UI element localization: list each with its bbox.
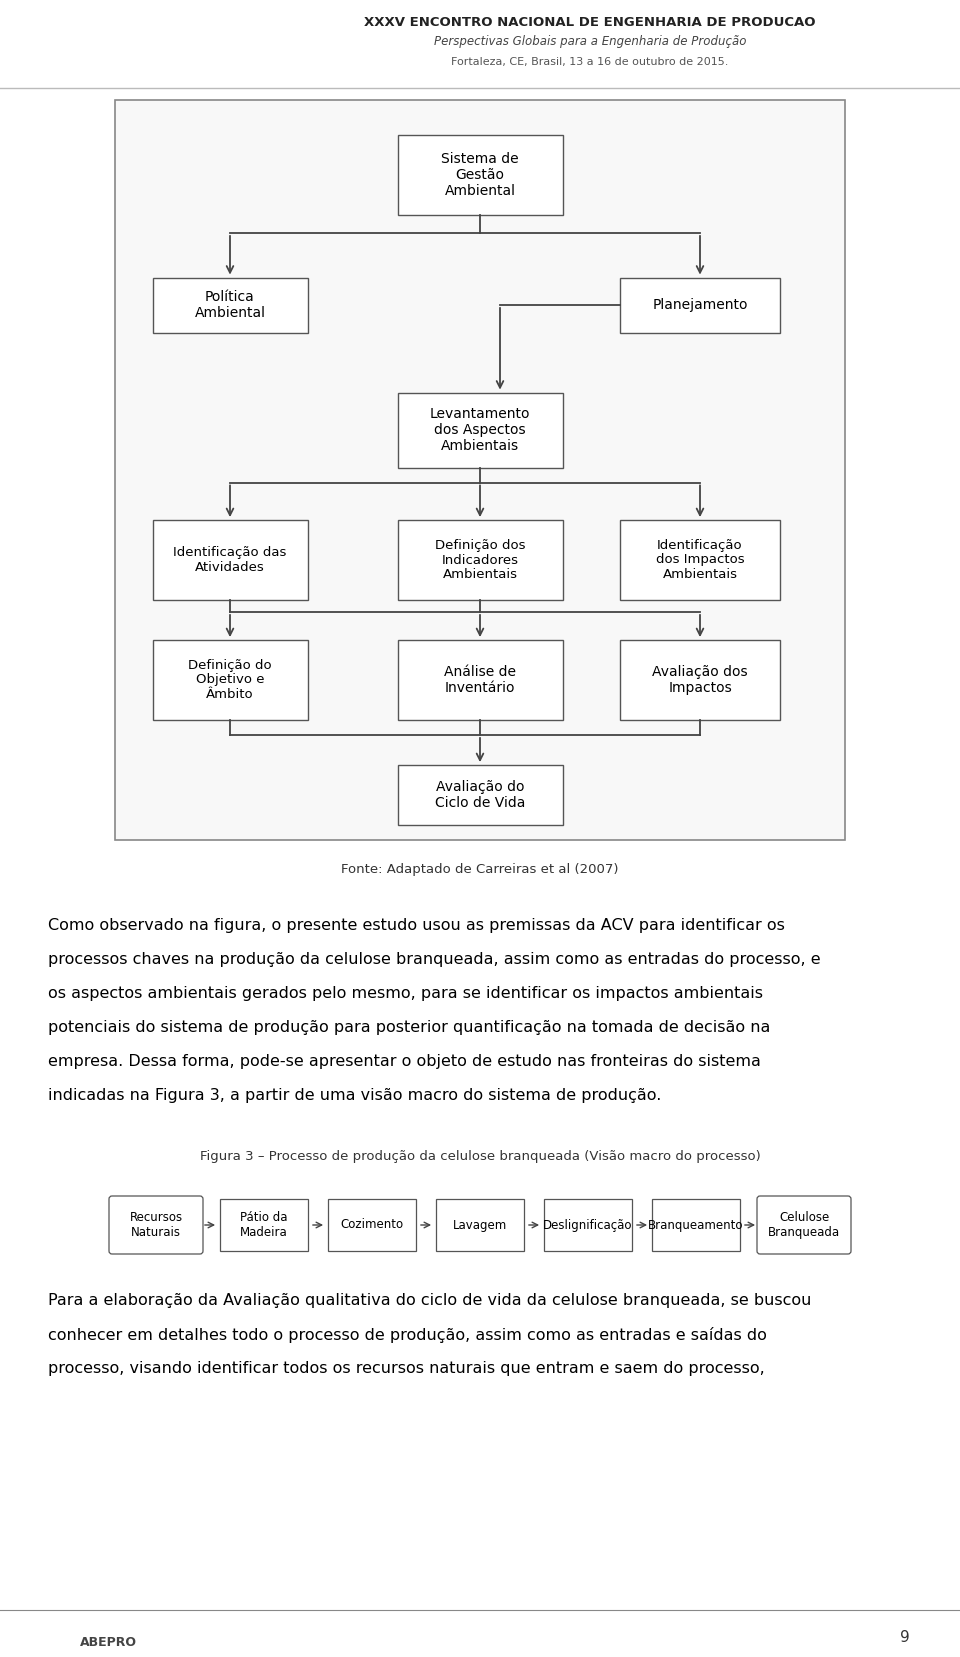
FancyBboxPatch shape: [397, 640, 563, 721]
Text: Política
Ambiental: Política Ambiental: [195, 290, 266, 320]
Text: 9: 9: [900, 1630, 910, 1645]
Text: Levantamento
dos Aspectos
Ambientais: Levantamento dos Aspectos Ambientais: [430, 408, 530, 454]
FancyBboxPatch shape: [220, 1200, 308, 1251]
Text: Fortaleza, CE, Brasil, 13 a 16 de outubro de 2015.: Fortaleza, CE, Brasil, 13 a 16 de outubr…: [451, 56, 729, 66]
Bar: [115, 99, 845, 840]
Text: Branqueamento: Branqueamento: [648, 1218, 744, 1231]
Text: Recursos
Naturais: Recursos Naturais: [130, 1211, 182, 1239]
Text: Cozimento: Cozimento: [341, 1218, 403, 1231]
FancyBboxPatch shape: [153, 640, 307, 721]
FancyBboxPatch shape: [620, 277, 780, 333]
Text: XXXV ENCONTRO NACIONAL DE ENGENHARIA DE PRODUCAO: XXXV ENCONTRO NACIONAL DE ENGENHARIA DE …: [364, 15, 816, 28]
Text: processo, visando identificar todos os recursos naturais que entram e saem do pr: processo, visando identificar todos os r…: [48, 1360, 765, 1375]
FancyBboxPatch shape: [620, 520, 780, 600]
Text: Como observado na figura, o presente estudo usou as premissas da ACV para identi: Como observado na figura, o presente est…: [48, 918, 785, 933]
Text: Perspectivas Globais para a Engenharia de Produção: Perspectivas Globais para a Engenharia d…: [434, 35, 746, 48]
Text: Identificação das
Atividades: Identificação das Atividades: [174, 547, 287, 573]
Text: empresa. Dessa forma, pode-se apresentar o objeto de estudo nas fronteiras do si: empresa. Dessa forma, pode-se apresentar…: [48, 1054, 761, 1069]
FancyBboxPatch shape: [757, 1196, 851, 1254]
Text: Figura 3 – Processo de produção da celulose branqueada (Visão macro do processo): Figura 3 – Processo de produção da celul…: [200, 1150, 760, 1163]
Text: Lavagem: Lavagem: [453, 1218, 507, 1231]
Text: processos chaves na produção da celulose branqueada, assim como as entradas do p: processos chaves na produção da celulose…: [48, 953, 821, 968]
Text: Celulose
Branqueada: Celulose Branqueada: [768, 1211, 840, 1239]
FancyBboxPatch shape: [109, 1196, 203, 1254]
Text: Planejamento: Planejamento: [652, 298, 748, 312]
Text: ABEPRO: ABEPRO: [80, 1635, 137, 1649]
Text: os aspectos ambientais gerados pelo mesmo, para se identificar os impactos ambie: os aspectos ambientais gerados pelo mesm…: [48, 986, 763, 1001]
FancyBboxPatch shape: [397, 766, 563, 825]
FancyBboxPatch shape: [544, 1200, 632, 1251]
Text: Avaliação dos
Impactos: Avaliação dos Impactos: [652, 664, 748, 694]
Text: Definição do
Objetivo e
Âmbito: Definição do Objetivo e Âmbito: [188, 658, 272, 701]
Text: Avaliação do
Ciclo de Vida: Avaliação do Ciclo de Vida: [435, 780, 525, 810]
FancyBboxPatch shape: [153, 277, 307, 333]
Text: potenciais do sistema de produção para posterior quantificação na tomada de deci: potenciais do sistema de produção para p…: [48, 1021, 770, 1036]
FancyBboxPatch shape: [620, 640, 780, 721]
Text: Identificação
dos Impactos
Ambientais: Identificação dos Impactos Ambientais: [656, 539, 744, 582]
Text: Deslignificação: Deslignificação: [543, 1218, 633, 1231]
Text: Análise de
Inventário: Análise de Inventário: [444, 664, 516, 694]
Text: Pátio da
Madeira: Pátio da Madeira: [240, 1211, 288, 1239]
Text: Sistema de
Gestão
Ambiental: Sistema de Gestão Ambiental: [442, 152, 518, 199]
FancyBboxPatch shape: [397, 520, 563, 600]
FancyBboxPatch shape: [652, 1200, 740, 1251]
FancyBboxPatch shape: [436, 1200, 524, 1251]
Text: Fonte: Adaptado de Carreiras et al (2007): Fonte: Adaptado de Carreiras et al (2007…: [341, 863, 619, 877]
FancyBboxPatch shape: [328, 1200, 416, 1251]
Text: conhecer em detalhes todo o processo de produção, assim como as entradas e saída: conhecer em detalhes todo o processo de …: [48, 1327, 767, 1344]
FancyBboxPatch shape: [153, 520, 307, 600]
Text: Para a elaboração da Avaliação qualitativa do ciclo de vida da celulose branquea: Para a elaboração da Avaliação qualitati…: [48, 1292, 811, 1307]
Text: Definição dos
Indicadores
Ambientais: Definição dos Indicadores Ambientais: [435, 539, 525, 582]
FancyBboxPatch shape: [397, 134, 563, 215]
FancyBboxPatch shape: [397, 393, 563, 467]
Text: indicadas na Figura 3, a partir de uma visão macro do sistema de produção.: indicadas na Figura 3, a partir de uma v…: [48, 1089, 661, 1104]
